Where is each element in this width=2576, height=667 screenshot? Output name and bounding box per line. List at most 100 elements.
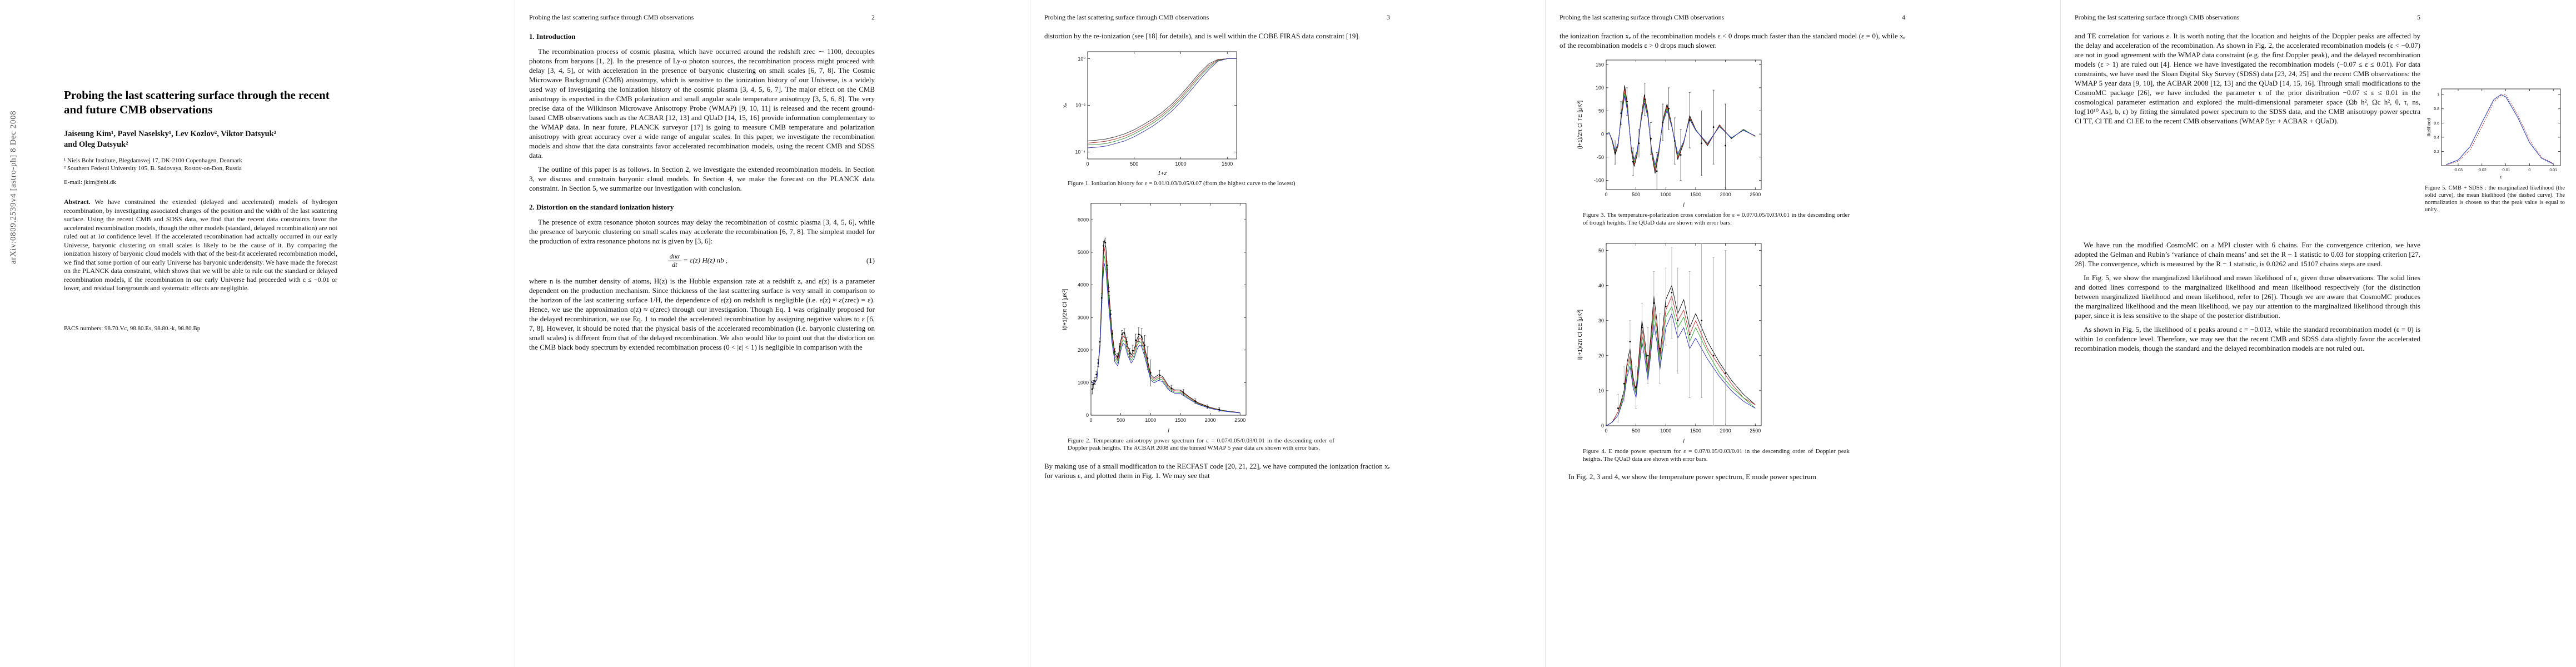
paragraph: The presence of extra resonance photon s… <box>529 218 875 245</box>
svg-text:-50: -50 <box>1597 155 1604 160</box>
svg-text:likelihood: likelihood <box>2426 118 2431 136</box>
figure-1-plot: 0 500 1000 1500 10⁰ 10⁻² 10⁻⁴ 1+z xₑ <box>1061 46 1390 177</box>
paragraph: As shown in Fig. 5, the likelihood of ε … <box>2075 325 2420 352</box>
running-header: Probing the last scattering surface thro… <box>1044 13 1390 22</box>
affiliation-1: ¹ Niels Bohr Institute, Blegdamsvej 17, … <box>64 157 242 164</box>
paragraph: The outline of this paper is as follows.… <box>529 165 875 192</box>
svg-text:0.01: 0.01 <box>2549 168 2557 172</box>
paragraph: the ionization fraction xₑ of the recomb… <box>1559 32 1905 49</box>
paper-title: Probing the last scattering surface thro… <box>64 88 330 116</box>
svg-text:0: 0 <box>1086 161 1089 167</box>
svg-text:10: 10 <box>1598 388 1604 394</box>
page-2-body: 1. Introduction The recombination proces… <box>529 31 875 352</box>
equation-body: dnα dt = ε(z) H(z) nb , <box>529 252 866 269</box>
running-header: Probing the last scattering surface thro… <box>529 13 875 22</box>
arxiv-watermark: arXiv:0809.2539v4 [astro-ph] 8 Dec 2008 <box>9 110 18 264</box>
svg-text:1000: 1000 <box>1078 380 1089 385</box>
svg-text:0: 0 <box>1086 412 1089 418</box>
figure-4-caption: Figure 4. E mode power spectrum for ε = … <box>1583 448 1850 462</box>
page-number: 4 <box>1902 13 1905 21</box>
svg-text:(l+1)/2π Cl TE [μK²]: (l+1)/2π Cl TE [μK²] <box>1577 101 1583 149</box>
figure-3-caption: Figure 3. The temperature-polarization c… <box>1583 212 1850 226</box>
svg-text:10⁻⁴: 10⁻⁴ <box>1075 150 1085 155</box>
page-number: 5 <box>2417 13 2420 21</box>
svg-text:0: 0 <box>2528 168 2530 172</box>
svg-text:2000: 2000 <box>1720 428 1731 434</box>
figure-3-plot: 0 500 1000 1500 2000 2500 -100 -50 0 50 100 150 l (l+… <box>1576 56 1905 208</box>
figure-5-caption: Figure 5. CMB + SDSS : the marginalized … <box>2425 185 2565 213</box>
equation-number: (1) <box>866 256 875 265</box>
svg-text:500: 500 <box>1130 161 1138 167</box>
svg-text:-0.03: -0.03 <box>2454 168 2463 172</box>
figure-4-plot: 0 500 1000 1500 2000 2500 0 10 20 30 40 50 l l(l+1)/2… <box>1576 239 1905 445</box>
page-5-body-lower: We have run the modified CosmoMC on a MP… <box>2075 240 2420 353</box>
svg-text:l: l <box>1683 202 1685 208</box>
svg-text:l(l+1)/2π Cl [μK²]: l(l+1)/2π Cl [μK²] <box>1062 288 1068 330</box>
svg-text:1000: 1000 <box>1660 192 1671 197</box>
running-header: Probing the last scattering surface thro… <box>1559 13 1905 22</box>
svg-text:50: 50 <box>1598 248 1604 253</box>
svg-text:3000: 3000 <box>1078 315 1089 320</box>
svg-text:1: 1 <box>2437 93 2439 97</box>
title-block: Probing the last scattering surface thro… <box>64 88 345 332</box>
svg-text:1000: 1000 <box>1660 428 1671 434</box>
svg-text:10⁰: 10⁰ <box>1078 56 1085 62</box>
svg-text:20: 20 <box>1598 353 1604 359</box>
equation-1: dnα dt = ε(z) H(z) nb , (1) <box>529 252 875 269</box>
page-1: arXiv:0809.2539v4 [astro-ph] 8 Dec 2008 … <box>0 0 515 667</box>
svg-text:0.2: 0.2 <box>2434 150 2439 154</box>
svg-text:500: 500 <box>1632 192 1640 197</box>
page-number: 3 <box>1387 13 1390 21</box>
svg-text:500: 500 <box>1117 417 1125 423</box>
svg-text:0.8: 0.8 <box>2434 107 2439 111</box>
figure-2: 0 500 1000 1500 2000 2500 0 1000 2000 3000 4000 500… <box>1061 198 1390 452</box>
svg-text:l: l <box>1168 428 1169 434</box>
page-4: Probing the last scattering surface thro… <box>1546 0 2061 667</box>
svg-text:xₑ: xₑ <box>1062 103 1068 108</box>
author-list: Jaiseung Kim¹, Pavel Naselsky¹, Lev Kozl… <box>64 129 345 150</box>
running-title: Probing the last scattering surface thro… <box>1559 13 1725 21</box>
running-title: Probing the last scattering surface thro… <box>2075 13 2240 21</box>
page-5-body: and TE correlation for various ε. It is … <box>2075 31 2420 126</box>
figure-3: 0 500 1000 1500 2000 2500 -100 -50 0 50 100 150 l (l+… <box>1576 56 1905 227</box>
page-4-body: the ionization fraction xₑ of the recomb… <box>1559 31 1905 481</box>
svg-text:0: 0 <box>1605 192 1607 197</box>
svg-text:2500: 2500 <box>1234 417 1245 423</box>
figure-2-plot: 0 500 1000 1500 2000 2500 0 1000 2000 3000 4000 500… <box>1061 198 1390 434</box>
svg-text:1500: 1500 <box>1222 161 1233 167</box>
affiliation-2: ² Southern Federal University 105, B. Sa… <box>64 165 242 172</box>
paragraph: and TE correlation for various ε. It is … <box>2075 32 2420 125</box>
svg-text:2000: 2000 <box>1720 192 1731 197</box>
svg-text:10⁻²: 10⁻² <box>1075 103 1085 108</box>
section-heading-distortion: 2. Distortion on the standard ionization… <box>529 203 674 211</box>
paragraph: distortion by the re-ionization (see [18… <box>1044 32 1360 40</box>
svg-text:150: 150 <box>1596 62 1604 67</box>
affiliations: ¹ Niels Bohr Institute, Blegdamsvej 17, … <box>64 157 345 172</box>
svg-text:-100: -100 <box>1594 178 1604 183</box>
author-line-1: Jaiseung Kim¹, Pavel Naselsky¹, Lev Kozl… <box>64 130 277 138</box>
page-3: Probing the last scattering surface thro… <box>1030 0 1546 667</box>
svg-text:0: 0 <box>1601 131 1604 137</box>
svg-text:1+z: 1+z <box>1158 171 1167 177</box>
page-5: Probing the last scattering surface thro… <box>2061 0 2576 667</box>
paragraph: In Fig. 2, 3 and 4, we show the temperat… <box>1568 472 1816 481</box>
svg-text:-0.01: -0.01 <box>2502 168 2510 172</box>
svg-text:30: 30 <box>1598 318 1604 323</box>
svg-text:-0.02: -0.02 <box>2478 168 2487 172</box>
running-title: Probing the last scattering surface thro… <box>529 13 694 21</box>
svg-text:0: 0 <box>1089 417 1092 423</box>
svg-text:0.6: 0.6 <box>2434 122 2439 126</box>
svg-text:1500: 1500 <box>1690 428 1701 434</box>
svg-text:2000: 2000 <box>1205 417 1216 423</box>
paragraph: By making use of a small modification to… <box>1044 461 1390 480</box>
svg-text:1500: 1500 <box>1690 192 1701 197</box>
svg-text:6000: 6000 <box>1078 217 1089 222</box>
svg-text:0: 0 <box>1601 423 1604 429</box>
abstract: Abstract. We have constrained the extend… <box>64 198 337 293</box>
figure-5-plot: -0.03 -0.02 -0.01 0 0.01 0.2 0.4 0.6 0.8 1 ε likeli… <box>2425 84 2567 180</box>
figure-4: 0 500 1000 1500 2000 2500 0 10 20 30 40 50 l l(l+1)/2… <box>1576 239 1905 463</box>
author-line-2: and Oleg Datsyuk² <box>64 140 128 149</box>
svg-text:2500: 2500 <box>1750 192 1761 197</box>
svg-text:0.4: 0.4 <box>2434 136 2439 140</box>
